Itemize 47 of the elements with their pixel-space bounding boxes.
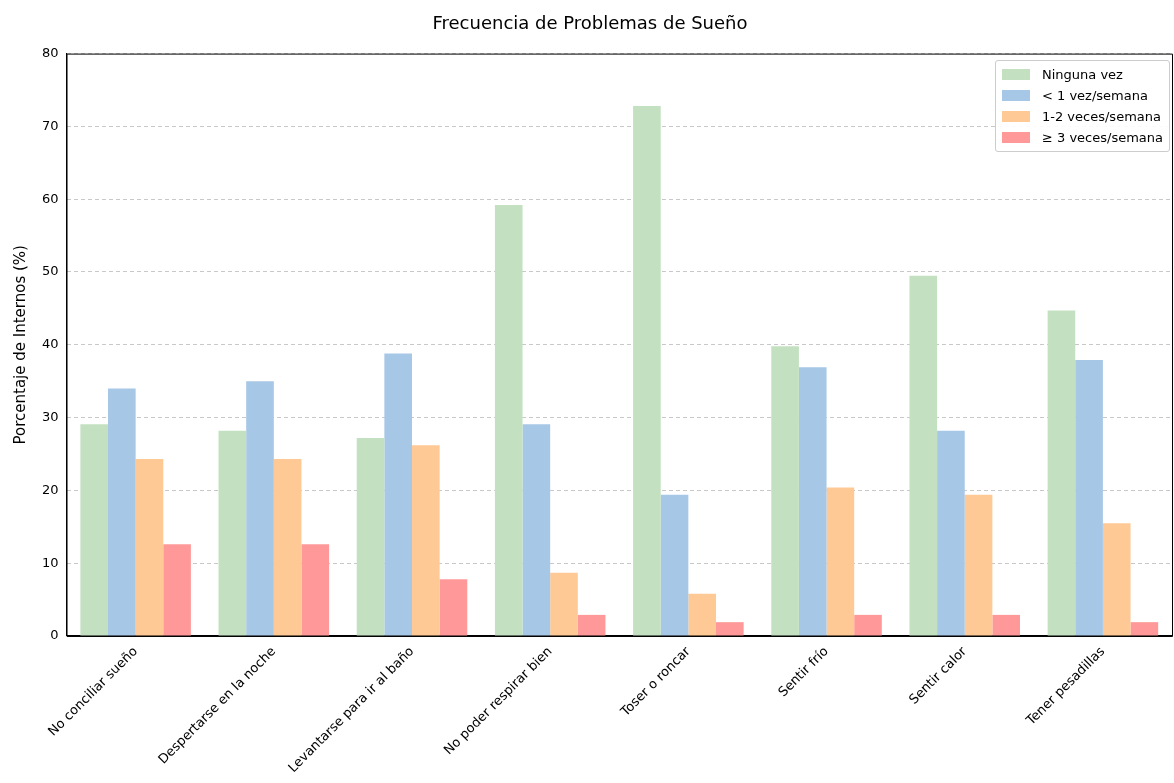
y-tick-label: 30 bbox=[42, 408, 59, 424]
bar bbox=[964, 494, 993, 636]
y-tick-label: 0 bbox=[50, 627, 59, 643]
legend-label: ≥ 3 veces/semana bbox=[1042, 129, 1164, 145]
y-tick-label: 10 bbox=[42, 554, 59, 570]
bar bbox=[716, 622, 744, 636]
bar bbox=[522, 424, 551, 636]
bar bbox=[992, 614, 1020, 636]
bar bbox=[301, 544, 330, 636]
y-tick-label: 80 bbox=[42, 44, 59, 60]
legend-label: Ninguna vez bbox=[1042, 66, 1123, 82]
y-tick-label: 70 bbox=[42, 117, 59, 133]
y-tick-label: 60 bbox=[42, 190, 59, 206]
bar bbox=[633, 106, 661, 636]
bar bbox=[771, 346, 799, 636]
bar bbox=[273, 459, 302, 636]
y-tick-label: 50 bbox=[42, 263, 59, 279]
chart-title: Frecuencia de Problemas de Sueño bbox=[432, 12, 748, 34]
bar bbox=[1102, 523, 1131, 636]
bar bbox=[108, 388, 136, 636]
bar bbox=[356, 437, 385, 636]
bar bbox=[854, 614, 882, 636]
bar bbox=[246, 381, 274, 636]
bar bbox=[577, 614, 606, 636]
bar bbox=[1130, 622, 1159, 636]
bar bbox=[937, 430, 965, 636]
bar bbox=[494, 205, 523, 636]
bar bbox=[218, 430, 247, 636]
y-tick-label: 40 bbox=[42, 336, 59, 352]
bar bbox=[688, 593, 716, 636]
bar bbox=[1047, 310, 1076, 636]
bar bbox=[550, 572, 578, 636]
legend-label: 1-2 veces/semana bbox=[1042, 108, 1161, 124]
bar bbox=[660, 494, 689, 636]
bar bbox=[412, 445, 440, 636]
legend-label: < 1 vez/semana bbox=[1042, 87, 1148, 103]
bar bbox=[135, 459, 164, 636]
bar bbox=[384, 353, 412, 636]
bar bbox=[909, 275, 938, 636]
bar bbox=[439, 579, 468, 636]
y-tick-label: 20 bbox=[42, 481, 59, 497]
bar bbox=[826, 487, 855, 636]
bar bbox=[163, 544, 191, 636]
bar bbox=[80, 424, 108, 636]
bar bbox=[1075, 360, 1103, 636]
y-axis-title: Porcentaje de Internos (%) bbox=[10, 245, 29, 445]
bar bbox=[798, 367, 827, 636]
